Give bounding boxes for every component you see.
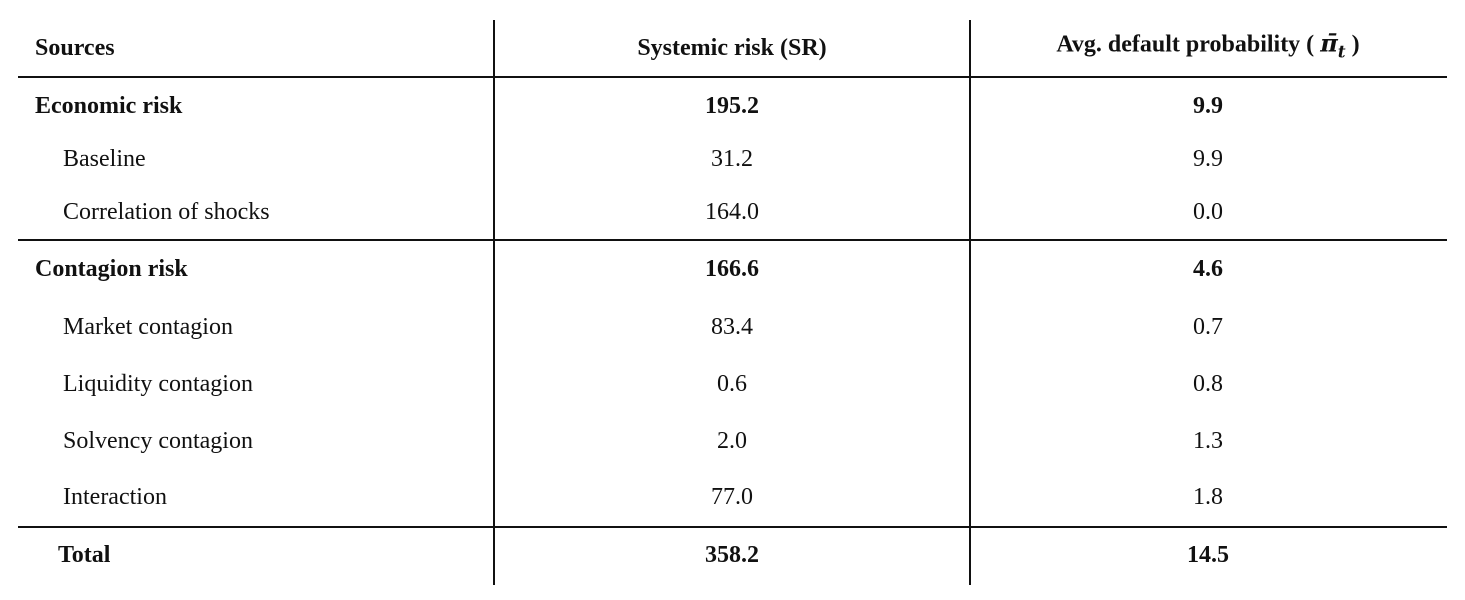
row-pd: 0.8 [1193, 371, 1223, 397]
group-pd: 9.9 [1193, 93, 1223, 119]
row-label: Solvency contagion [63, 428, 253, 454]
row-label: Correlation of shocks [63, 199, 270, 225]
math-subscript: t [1337, 42, 1346, 63]
header-text: Avg. default probability ( [1056, 31, 1315, 58]
total-sr: 358.2 [705, 542, 759, 568]
row-label: Interaction [63, 484, 167, 510]
math-symbol-base: π̄ [1320, 28, 1338, 58]
column-divider [493, 20, 495, 585]
math-symbol: π̄t [1320, 28, 1345, 63]
row-sr: 0.6 [717, 371, 747, 397]
row-label: Liquidity contagion [63, 371, 253, 397]
header-text: ) [1351, 31, 1360, 58]
row-label: Market contagion [63, 314, 233, 340]
row-pd: 0.0 [1193, 199, 1223, 225]
row-sr: 31.2 [711, 146, 753, 172]
total-pd: 14.5 [1187, 542, 1229, 568]
header-cell: Systemic risk (SR) [637, 35, 827, 61]
header-cell: Avg. default probability ( π̄t ) [1008, 29, 1408, 68]
row-sr: 77.0 [711, 484, 753, 510]
row-sr: 164.0 [705, 199, 759, 225]
total-label: Total [58, 542, 111, 568]
group-label: Contagion risk [35, 256, 188, 282]
column-divider [969, 20, 971, 585]
group-pd: 4.6 [1193, 256, 1223, 282]
row-sr: 83.4 [711, 314, 753, 340]
group-label: Economic risk [35, 93, 183, 119]
row-pd: 9.9 [1193, 146, 1223, 172]
row-sr: 2.0 [717, 428, 747, 454]
row-pd: 0.7 [1193, 314, 1223, 340]
group-sr: 166.6 [705, 256, 759, 282]
group-rule [18, 239, 1447, 241]
row-pd: 1.8 [1193, 484, 1223, 510]
header-rule [18, 76, 1447, 78]
group-sr: 195.2 [705, 93, 759, 119]
header-cell: Sources [35, 35, 115, 61]
row-label: Baseline [63, 146, 146, 172]
row-pd: 1.3 [1193, 428, 1223, 454]
total-rule [18, 526, 1447, 528]
